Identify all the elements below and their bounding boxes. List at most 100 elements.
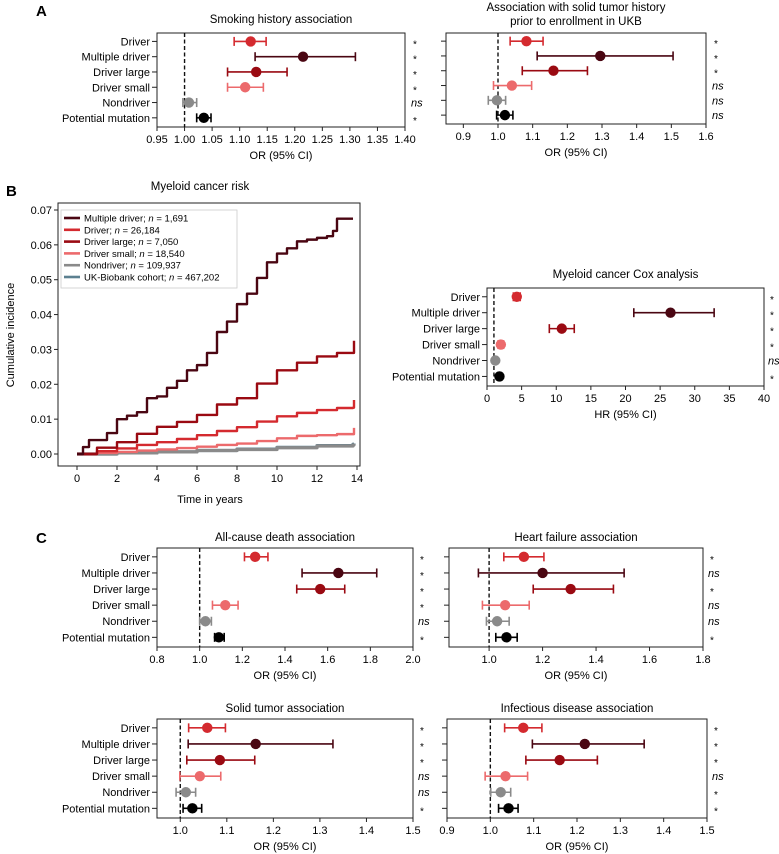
- point-estimate: [556, 323, 567, 334]
- legend-name: UK-Biobank cohort: [84, 273, 164, 284]
- x-tick-label: 0: [74, 473, 80, 485]
- significance-label: *: [714, 758, 718, 769]
- y-tick-label: Potential mutation: [392, 371, 480, 383]
- y-tick-label: Driver: [121, 552, 151, 564]
- x-axis-label: OR (95% CI): [254, 670, 317, 682]
- legend-eq: =: [136, 261, 147, 272]
- x-tick-label: 1.35: [367, 134, 388, 146]
- significance-label: *: [770, 374, 774, 385]
- point-estimate: [490, 355, 501, 366]
- x-tick-label: 0.8: [149, 654, 164, 666]
- legend-n-value: 18,540: [156, 249, 185, 260]
- significance-label: ns: [418, 616, 430, 628]
- legend-entry: Driver small; n = 18,540: [84, 249, 185, 260]
- y-tick-label: Driver small: [422, 340, 480, 352]
- point-estimate: [499, 109, 511, 121]
- forest-plot-infectious-disease: Infectious disease association 0.9 1.0 1.1 1…: [439, 703, 724, 853]
- forest-plot-smoking: Smoking history association 0.95 1.00 1.05 1…: [62, 14, 423, 162]
- point-estimate: [183, 97, 195, 108]
- panel-label-b: B: [6, 183, 17, 200]
- x-tick-label: 4: [154, 473, 160, 485]
- significance-label: ns: [418, 771, 430, 783]
- chart-title: Smoking history association: [210, 14, 353, 26]
- point-estimate: [537, 567, 548, 579]
- point-estimate: [194, 770, 206, 782]
- significance-label: *: [714, 39, 718, 50]
- point-estimate: [187, 803, 198, 814]
- legend-name: Driver small: [84, 249, 134, 260]
- plot-frame: [486, 287, 765, 387]
- significance-label: ns: [712, 95, 724, 107]
- forest-plot-solid-tumor: Solid tumor association 1.0 1.1 1.2 1.3 1.4 1.…: [62, 703, 430, 853]
- point-estimate: [297, 51, 309, 62]
- x-tick-label: 1.4: [629, 131, 644, 143]
- y-tick-label: 0.01: [31, 414, 52, 426]
- point-estimate: [491, 616, 503, 627]
- point-estimate: [548, 65, 559, 76]
- significance-label: *: [413, 55, 417, 66]
- y-tick-label: 0.05: [31, 275, 52, 287]
- significance-label: ns: [712, 110, 724, 122]
- series-line-multiple-driver: [77, 217, 353, 456]
- point-estimate: [198, 112, 210, 124]
- x-tick-label: 15: [585, 393, 597, 405]
- x-tick-label: 1.0: [483, 825, 498, 837]
- point-estimate: [251, 66, 262, 78]
- legend-n-value: 7,050: [155, 237, 179, 248]
- legend-entry: Multiple driver; n = 1,691: [84, 214, 188, 225]
- y-tick-label: Driver: [121, 723, 151, 735]
- chart-title: Heart failure association: [514, 532, 637, 544]
- point-estimate: [579, 738, 590, 750]
- legend-entry: Driver; n = 26,184: [84, 225, 160, 236]
- point-estimate: [501, 632, 512, 643]
- legend-entry: Driver large; n = 7,050: [84, 237, 178, 248]
- point-estimate: [518, 551, 530, 563]
- point-estimate: [494, 371, 505, 382]
- y-tick-label: Multiple driver: [82, 52, 151, 64]
- x-tick-label: 14: [351, 473, 363, 485]
- x-tick-label: 1.3: [613, 825, 628, 837]
- significance-label: *: [413, 70, 417, 81]
- point-estimate: [491, 95, 503, 106]
- x-tick-label: 1.1: [526, 825, 541, 837]
- significance-label: *: [770, 327, 774, 338]
- x-axis-label: OR (95% CI): [545, 670, 608, 682]
- series-line-driver-large: [77, 340, 356, 456]
- significance-label: *: [413, 116, 417, 127]
- x-tick-label: 1.4: [277, 654, 292, 666]
- point-estimate: [500, 770, 511, 782]
- x-tick-label: 0.9: [456, 131, 471, 143]
- y-tick-label: 0.00: [31, 449, 52, 461]
- y-tick-label: Potential mutation: [62, 632, 150, 644]
- point-estimate: [554, 754, 565, 766]
- legend-sep: ;: [134, 249, 139, 260]
- x-tick-label: 1.2: [535, 654, 550, 666]
- point-estimate: [518, 722, 529, 734]
- point-estimate: [333, 567, 344, 579]
- x-tick-label: 1.4: [656, 825, 671, 837]
- x-tick-label: 1.5: [664, 131, 679, 143]
- x-tick-label: 1.15: [257, 134, 278, 146]
- legend-n-symbol: n: [148, 214, 153, 225]
- forest-plot-all-cause-death: All-cause death association 0.8 1.0 1.2 1.4 1…: [62, 532, 430, 682]
- point-estimate: [499, 599, 511, 611]
- plot-frame: [448, 547, 704, 648]
- significance-label: *: [714, 726, 718, 737]
- point-estimate: [495, 339, 507, 350]
- legend-sep: ;: [125, 261, 130, 272]
- point-estimate: [565, 583, 576, 595]
- y-tick-label: Nondriver: [432, 356, 480, 368]
- y-tick-label: Nondriver: [102, 787, 150, 799]
- point-estimate: [180, 787, 192, 798]
- x-tick-label: 1.5: [699, 825, 714, 837]
- x-tick-label: 40: [758, 393, 770, 405]
- x-tick-label: 1.05: [201, 134, 222, 146]
- x-tick-label: 1.10: [229, 134, 250, 146]
- significance-label: *: [714, 790, 718, 801]
- y-tick-label: Driver large: [93, 584, 150, 596]
- legend-box: [60, 209, 238, 289]
- legend-name: Driver large: [84, 237, 133, 248]
- significance-label: *: [714, 806, 718, 817]
- plot-frame: [446, 718, 708, 819]
